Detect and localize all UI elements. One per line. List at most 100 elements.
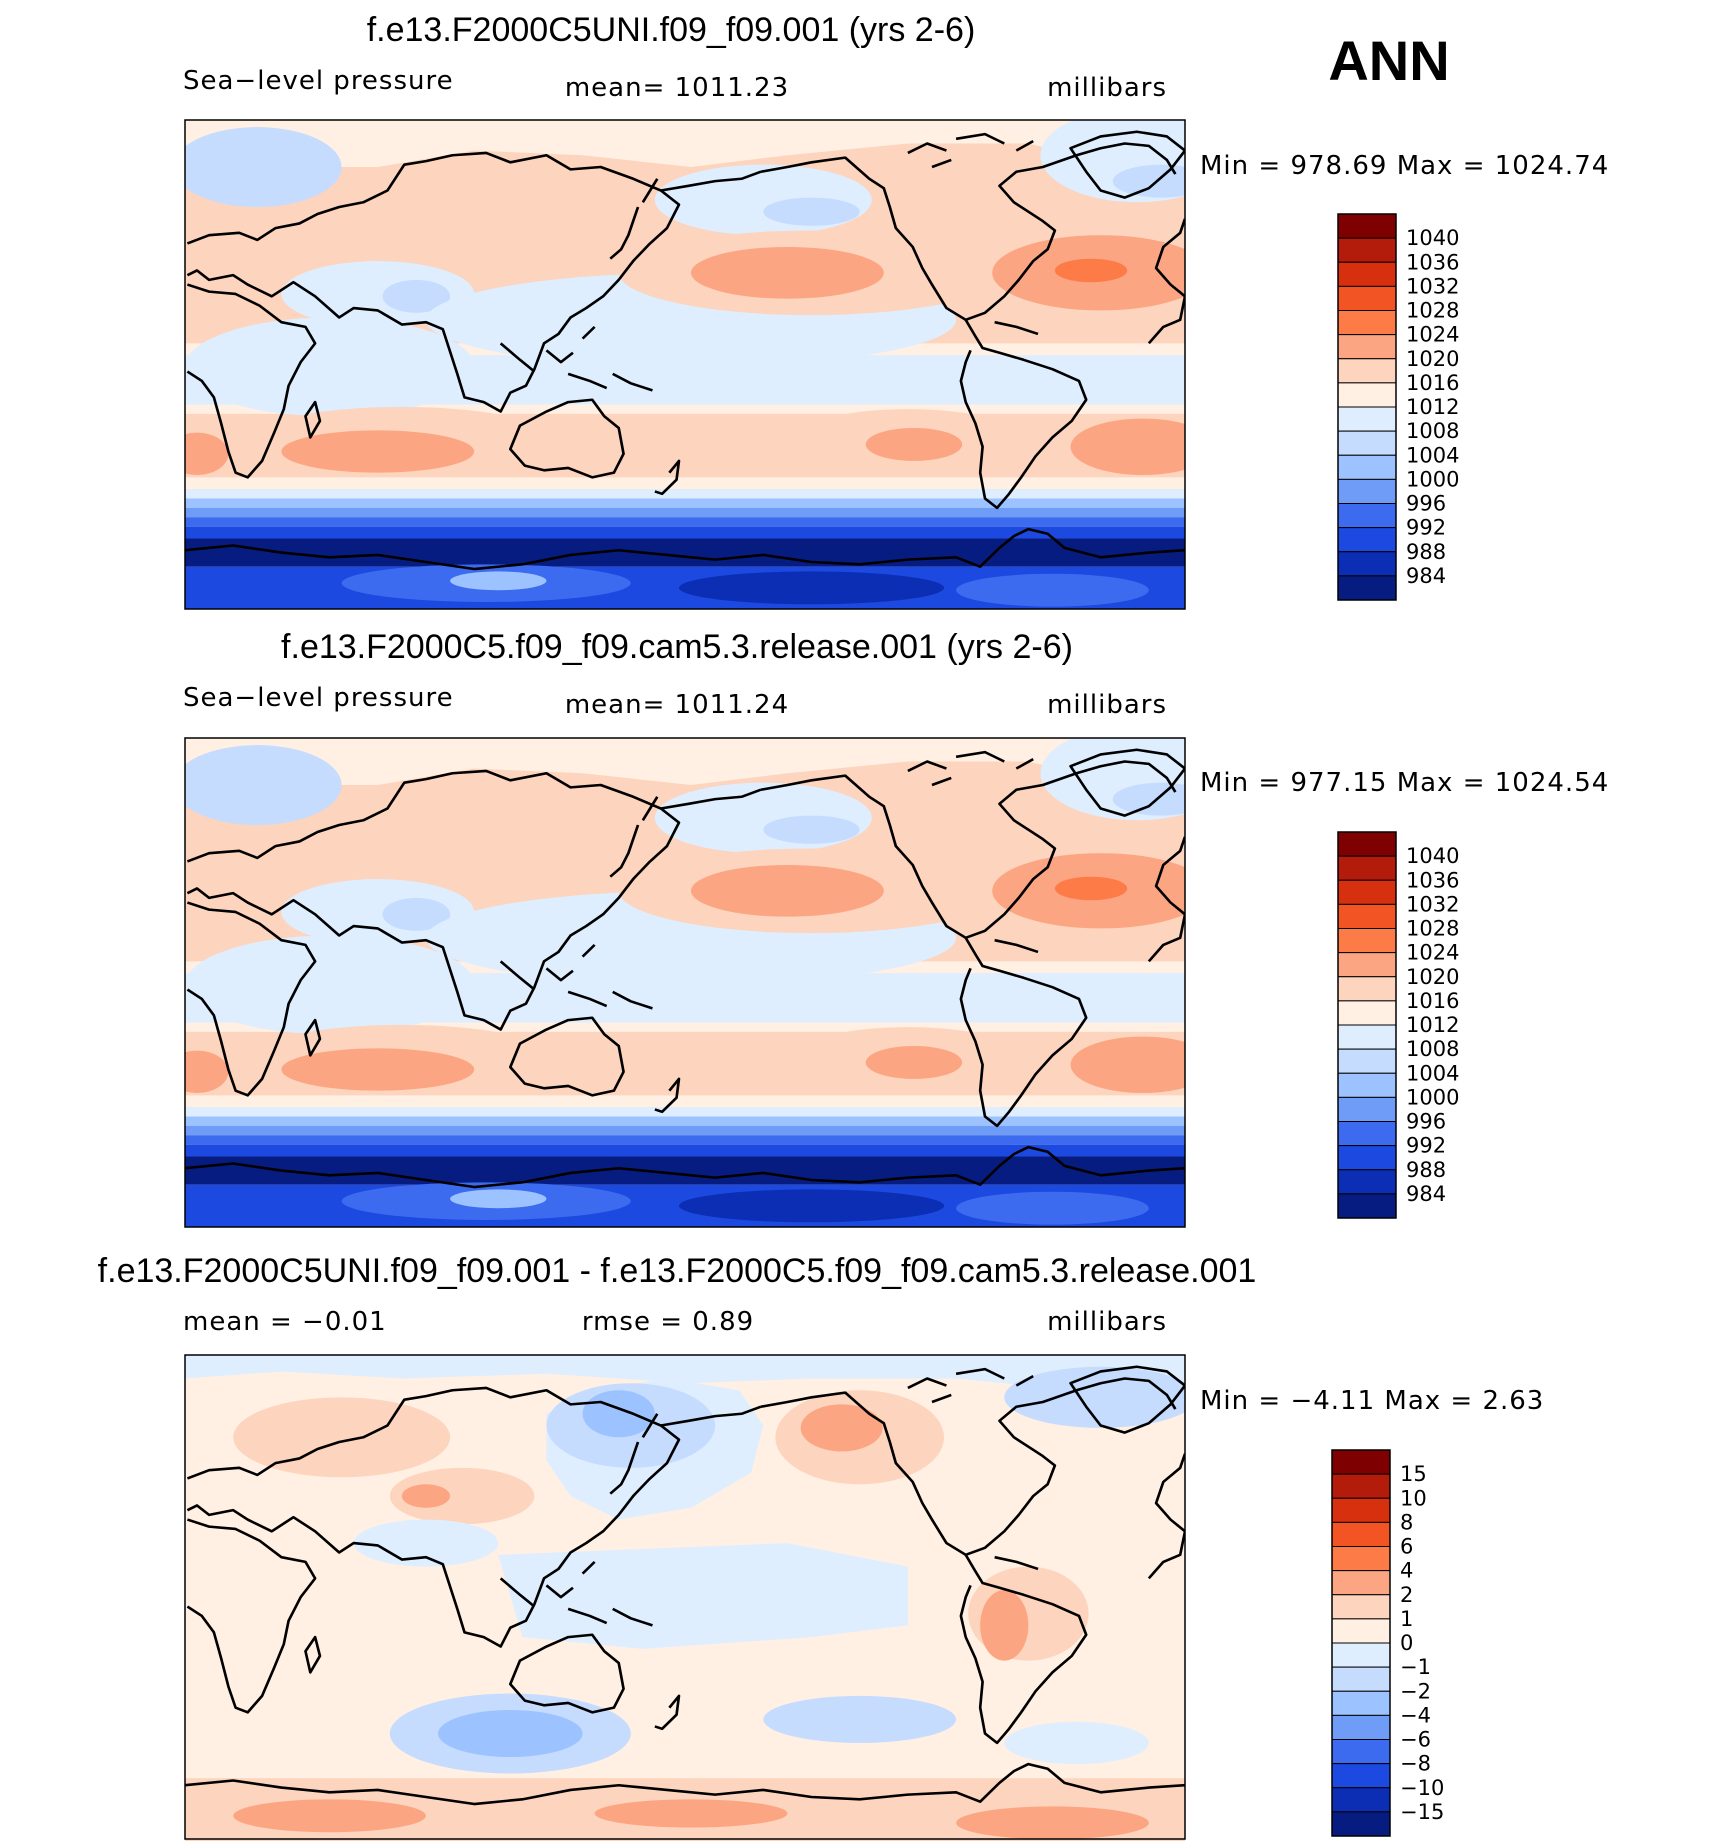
colorbar-tick-label: −10	[1400, 1776, 1444, 1800]
colorbar-tick-label: 10	[1400, 1486, 1427, 1510]
panel-2-units: millibars	[1047, 690, 1167, 720]
colorbar-swatch	[1331, 1594, 1391, 1620]
colorbar-swatch	[1331, 1642, 1391, 1668]
panel-2-mean: mean= 1011.24	[565, 690, 789, 720]
colorbar-swatch	[1331, 1473, 1391, 1499]
panel-2-map-frame	[184, 737, 1186, 1228]
colorbar-tick-label: 1024	[1406, 323, 1459, 347]
colorbar-swatch	[1337, 213, 1397, 239]
panel-3: f.e13.F2000C5UNI.f09_f09.001 - f.e13.F20…	[98, 1252, 1544, 1841]
colorbar-swatch	[1331, 1546, 1391, 1572]
colorbar-tick-label: 996	[1406, 1110, 1446, 1134]
colorbar-swatch	[1331, 1714, 1391, 1740]
colorbar-tick-label: 1028	[1406, 299, 1459, 323]
colorbar-swatch	[1337, 527, 1397, 553]
colorbar-tick-label: 1040	[1406, 844, 1459, 868]
colorbar-swatch	[1337, 430, 1397, 456]
colorbar-tick-label: 1008	[1406, 1037, 1459, 1061]
colorbar-outline	[1337, 213, 1397, 601]
colorbar-tick-label: 2	[1400, 1583, 1413, 1607]
colorbar-tick-label: 1020	[1406, 965, 1459, 989]
panel-1-units: millibars	[1047, 73, 1167, 103]
panel-3-minmax: Min = −4.11 Max = 2.63	[1200, 1386, 1544, 1416]
panel-3-title: f.e13.F2000C5UNI.f09_f09.001 - f.e13.F20…	[98, 1252, 1257, 1290]
panel-3-units: millibars	[1047, 1307, 1167, 1337]
colorbar-tick-label: 992	[1406, 1134, 1446, 1158]
colorbar-swatch	[1337, 1121, 1397, 1147]
colorbar-tick-label: −15	[1400, 1800, 1444, 1824]
colorbar-tick-label: 1016	[1406, 989, 1459, 1013]
colorbar-tick-label: 1012	[1406, 395, 1459, 419]
colorbar-tick-label: 1028	[1406, 917, 1459, 941]
colorbar-swatch	[1337, 237, 1397, 263]
colorbar-swatch	[1331, 1690, 1391, 1716]
panel-2: f.e13.F2000C5.f09_f09.cam5.3.release.001…	[183, 628, 1608, 1228]
colorbar-swatch	[1331, 1811, 1391, 1837]
panel-2-colorbar: 1040103610321028102410201016101210081004…	[1337, 831, 1459, 1219]
colorbar-swatch	[1337, 454, 1397, 480]
colorbar-swatch	[1337, 903, 1397, 929]
colorbar-tick-label: 984	[1406, 564, 1446, 588]
colorbar-swatch	[1331, 1666, 1391, 1692]
colorbar-tick-label: 1000	[1406, 467, 1459, 491]
colorbar-tick-label: 1000	[1406, 1085, 1459, 1109]
colorbar-swatch	[1337, 334, 1397, 360]
colorbar-swatch	[1337, 928, 1397, 954]
colorbar-tick-label: 15	[1400, 1462, 1427, 1486]
colorbar-swatch	[1337, 358, 1397, 384]
panel-3-map	[185, 1355, 1185, 1841]
colorbar-outline	[1337, 831, 1397, 1219]
colorbar-swatch	[1331, 1449, 1391, 1475]
colorbar-tick-label: −2	[1400, 1679, 1431, 1703]
colorbar-swatch	[1337, 976, 1397, 1002]
panel-1-mean: mean= 1011.23	[565, 73, 789, 103]
colorbar-tick-label: 0	[1400, 1631, 1413, 1655]
colorbar-swatch	[1331, 1497, 1391, 1523]
colorbar-tick-label: 1040	[1406, 226, 1459, 250]
panel-1-variable-label: Sea−level pressure	[183, 66, 454, 96]
colorbar-outline	[1331, 1449, 1391, 1837]
colorbar-swatch	[1337, 1096, 1397, 1122]
colorbar-swatch	[1337, 478, 1397, 504]
colorbar-tick-label: 1024	[1406, 941, 1459, 965]
colorbar-swatch	[1331, 1618, 1391, 1644]
colorbar-swatch	[1331, 1739, 1391, 1765]
colorbar-tick-label: 1008	[1406, 419, 1459, 443]
colorbar-tick-label: 1004	[1406, 443, 1459, 467]
colorbar-swatch	[1337, 879, 1397, 905]
panel-1-map	[185, 120, 1185, 609]
colorbar-tick-label: −4	[1400, 1703, 1431, 1727]
panel-2-variable-label: Sea−level pressure	[183, 683, 454, 713]
colorbar-tick-label: 988	[1406, 540, 1446, 564]
colorbar-tick-label: −8	[1400, 1752, 1431, 1776]
colorbar-tick-label: 1032	[1406, 274, 1459, 298]
colorbar-tick-label: 8	[1400, 1510, 1413, 1534]
colorbar-tick-label: 1036	[1406, 250, 1459, 274]
colorbar-swatch	[1337, 310, 1397, 336]
colorbar-swatch	[1337, 1000, 1397, 1026]
colorbar-tick-label: 984	[1406, 1182, 1446, 1206]
colorbar-swatch	[1331, 1763, 1391, 1789]
colorbar-tick-label: 1012	[1406, 1013, 1459, 1037]
colorbar-tick-label: 1032	[1406, 892, 1459, 916]
panel-1-title: f.e13.F2000C5UNI.f09_f09.001 (yrs 2-6)	[367, 11, 976, 49]
colorbar-swatch	[1337, 1193, 1397, 1219]
panel-1-map-frame	[184, 119, 1186, 610]
colorbar-swatch	[1337, 261, 1397, 287]
colorbar-tick-label: 1004	[1406, 1061, 1459, 1085]
panel-2-map	[185, 738, 1185, 1227]
colorbar-tick-label: −1	[1400, 1655, 1431, 1679]
colorbar-swatch	[1337, 406, 1397, 432]
panel-2-title: f.e13.F2000C5.f09_f09.cam5.3.release.001…	[281, 628, 1073, 666]
colorbar-tick-label: 992	[1406, 516, 1446, 540]
season-label: ANN	[1328, 29, 1449, 92]
colorbar-swatch	[1337, 285, 1397, 311]
panel-1-minmax: Min = 978.69 Max = 1024.74	[1200, 151, 1609, 181]
colorbar-swatch	[1337, 503, 1397, 529]
colorbar-tick-label: −6	[1400, 1728, 1431, 1752]
colorbar-swatch	[1337, 1072, 1397, 1098]
colorbar-tick-label: 1036	[1406, 868, 1459, 892]
colorbar-swatch	[1337, 1169, 1397, 1195]
